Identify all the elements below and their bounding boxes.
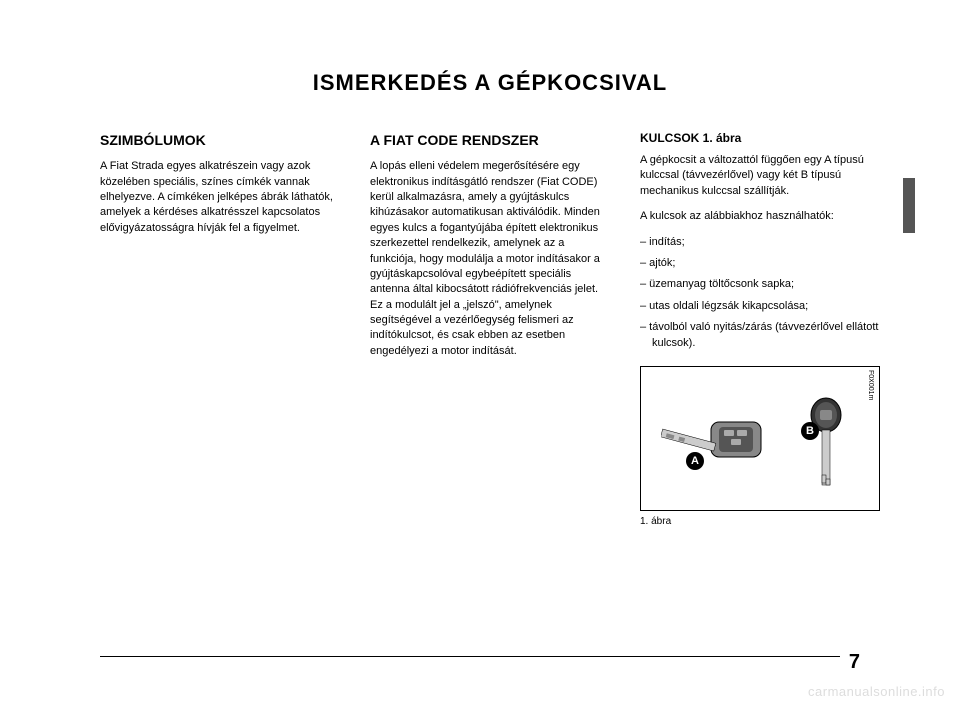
heading-szimbolumok: SZIMBÓLUMOK [100, 131, 340, 149]
list-item-1: – ajtók; [640, 256, 880, 271]
figure-label-a: A [686, 452, 704, 470]
list-item-2: – üzemanyag töltőcsonk sapka; [640, 277, 880, 292]
watermark: carmanualsonline.info [808, 684, 945, 699]
heading-fiatcode: A FIAT CODE RENDSZER [370, 131, 610, 149]
figure-caption: 1. ábra [640, 516, 880, 527]
body-szimbolumok: A Fiat Strada egyes alkatrészein vagy az… [100, 159, 340, 236]
side-tab-marker [903, 178, 915, 233]
figure-code: F0X001m [867, 370, 874, 400]
page-container: ISMERKEDÉS A GÉPKOCSIVAL SZIMBÓLUMOK A F… [0, 0, 960, 709]
page-number: 7 [849, 651, 860, 674]
body-kulcsok-1: A gépkocsit a változattól függően egy A … [640, 153, 880, 199]
list-item-4: – távolból való nyitás/zárás (távvezérlő… [640, 320, 880, 351]
body-fiatcode: A lopás elleni védelem megerősítésére eg… [370, 159, 610, 359]
bottom-divider [100, 656, 840, 657]
list-item-0: – indítás; [640, 235, 880, 250]
column-2: A FIAT CODE RENDSZER A lopás elleni véde… [370, 131, 610, 527]
main-title: ISMERKEDÉS A GÉPKOCSIVAL [100, 70, 880, 96]
figure-box: F0X001m [640, 366, 880, 511]
list-item-3: – utas oldali légzsák kikapcsolása; [640, 299, 880, 314]
column-1: SZIMBÓLUMOK A Fiat Strada egyes alkatrés… [100, 131, 340, 527]
figure-label-b: B [801, 422, 819, 440]
columns-container: SZIMBÓLUMOK A Fiat Strada egyes alkatrés… [100, 131, 880, 527]
key-a-illustration [661, 412, 771, 477]
column-3: KULCSOK 1. ábra A gépkocsit a változattó… [640, 131, 880, 527]
key-b-illustration [809, 397, 844, 502]
body-kulcsok-2: A kulcsok az alábbiakhoz használhatók: [640, 209, 880, 224]
subheading-kulcsok: KULCSOK 1. ábra [640, 131, 880, 145]
